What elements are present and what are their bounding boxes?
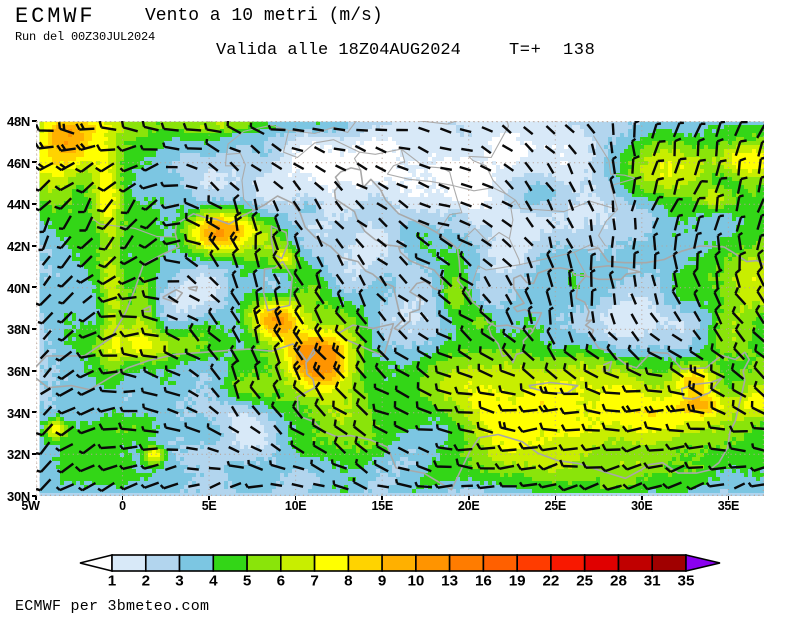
svg-text:31: 31 [644,573,661,590]
svg-text:3: 3 [175,573,183,590]
svg-text:7: 7 [310,573,318,590]
svg-text:5: 5 [243,573,252,590]
svg-text:1: 1 [108,573,117,590]
svg-text:9: 9 [378,573,386,590]
svg-text:8: 8 [344,573,352,590]
svg-text:28: 28 [610,573,627,590]
svg-text:25: 25 [576,573,593,590]
svg-text:35: 35 [678,573,695,590]
svg-text:4: 4 [209,573,218,590]
svg-text:19: 19 [509,573,526,590]
svg-text:13: 13 [441,573,458,590]
svg-text:22: 22 [542,573,559,590]
svg-text:10: 10 [407,573,424,590]
svg-text:6: 6 [277,573,285,590]
svg-text:16: 16 [475,573,492,590]
svg-text:2: 2 [142,573,150,590]
